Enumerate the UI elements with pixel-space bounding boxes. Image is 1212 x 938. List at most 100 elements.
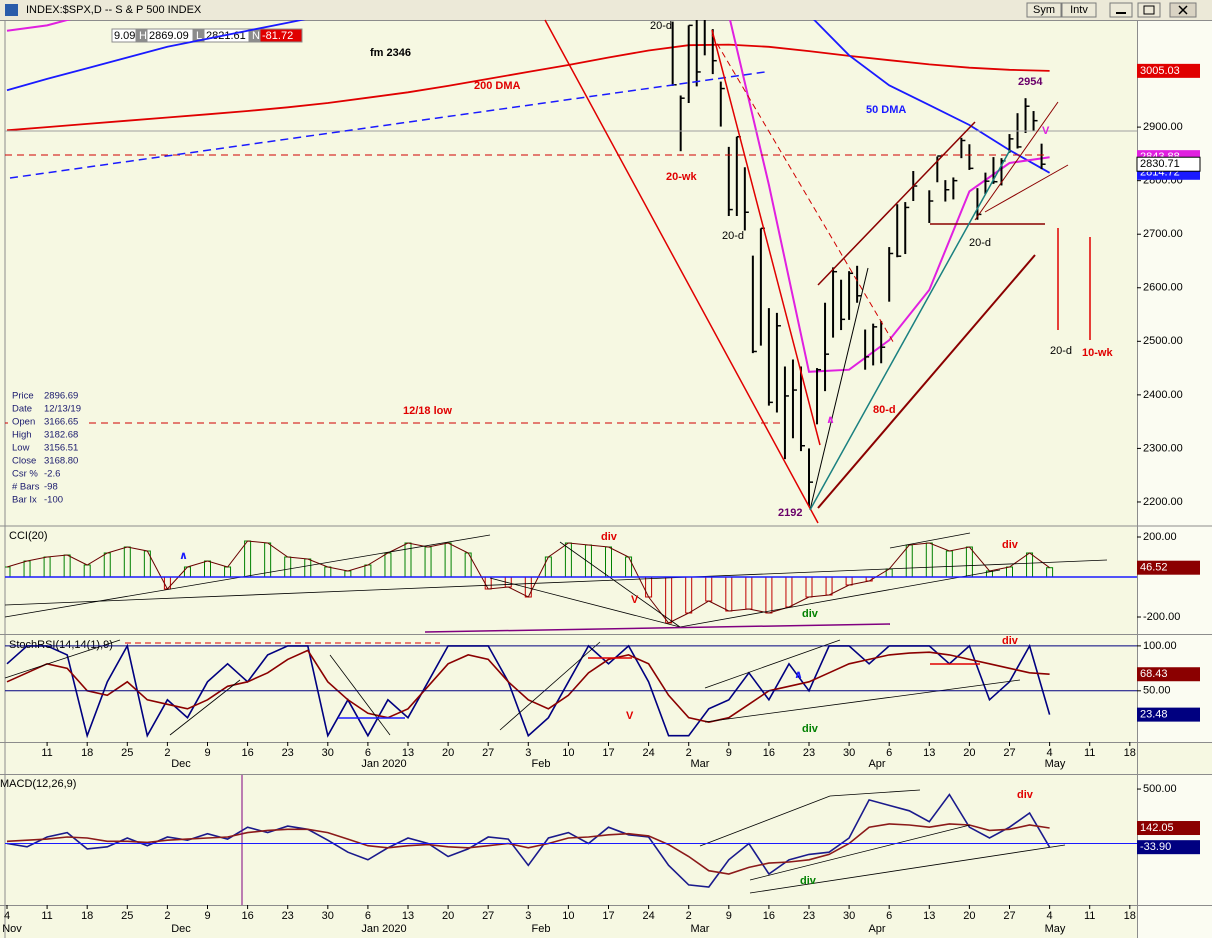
price-tag — [1137, 560, 1200, 575]
dashed-trend — [9, 71, 766, 179]
channel-line — [817, 254, 1036, 509]
trend-line — [809, 149, 1011, 511]
y-tick-label: 200.00 — [1143, 531, 1177, 543]
x-tick-label: 16 — [241, 747, 253, 759]
x-month-label: Jan 2020 — [361, 923, 406, 935]
annotation: ∧ — [794, 669, 803, 681]
stoch-trend — [499, 641, 601, 731]
maximize-icon — [1143, 5, 1155, 15]
y-tick-label: 2500.00 — [1143, 335, 1183, 347]
x-tick-label: 30 — [843, 910, 855, 922]
macd-trend — [749, 824, 971, 881]
quote-text: N — [252, 30, 260, 42]
last-price-label: 2830.71 — [1140, 158, 1180, 170]
quote-text: 2869.09 — [149, 30, 189, 42]
x-tick-label: 27 — [482, 910, 494, 922]
x-month-label: May — [1045, 758, 1066, 770]
x-tick-label: 17 — [602, 747, 614, 759]
x-month-label: May — [1045, 923, 1066, 935]
x-tick-label: 4 — [1047, 910, 1053, 922]
x-tick-label: 9 — [726, 747, 732, 759]
x-tick-label: 2 — [164, 747, 170, 759]
macd-trend — [749, 844, 1066, 894]
x-month-label: Apr — [868, 758, 885, 770]
trend-line — [809, 267, 869, 511]
price-tag — [1137, 707, 1200, 722]
trend-line — [544, 19, 819, 524]
intv-button-label[interactable]: Intv — [1070, 4, 1088, 16]
price-tag — [1137, 63, 1200, 78]
data-window-label: Csr % — [12, 469, 38, 480]
stoch-trend — [704, 679, 1021, 723]
quote-text: -81.72 — [262, 30, 293, 42]
indicator-line — [6, 649, 1050, 724]
x-month-label: Nov — [2, 923, 22, 935]
x-tick-label: 4 — [4, 910, 10, 922]
minimize-button[interactable] — [1109, 2, 1133, 18]
data-window-label: Date — [12, 404, 32, 415]
sym-button[interactable] — [1026, 2, 1062, 18]
annotation: div — [1002, 539, 1019, 551]
annotation: V — [626, 710, 634, 722]
close-icon — [1178, 5, 1188, 15]
x-tick-label: 30 — [322, 747, 334, 759]
x-tick-label: 3 — [525, 910, 531, 922]
stoch-trend — [329, 654, 391, 736]
annotation: 10-wk — [1082, 347, 1113, 359]
x-tick-label: 6 — [365, 910, 371, 922]
x-month-label: Dec — [171, 758, 191, 770]
annotation: 200 DMA — [474, 80, 521, 92]
x-tick-label: 23 — [803, 747, 815, 759]
cci-trend — [889, 532, 971, 549]
data-window-rows: Price 2896.69 Date 12/13/19 Open 3166.65 High 3… — [12, 391, 81, 506]
trend-lines — [4, 19, 1137, 905]
sym-button-label[interactable]: Sym — [1033, 4, 1055, 16]
x-tick-label: 18 — [81, 910, 93, 922]
trend-line — [711, 29, 821, 446]
data-window-value: -100 — [44, 495, 63, 506]
x-month-label: Apr — [868, 923, 885, 935]
quote-row: 9.09 H 2869.09 L 2821.61 N -81.72 — [111, 28, 303, 43]
x-month-label: Mar — [691, 923, 710, 935]
x-tick-label: 18 — [1124, 747, 1136, 759]
x-tick-label: 16 — [763, 747, 775, 759]
x-tick-label: 24 — [642, 747, 654, 759]
x-tick-label: 3 — [525, 747, 531, 759]
cci-trend — [489, 577, 681, 628]
x-tick-label: 10 — [562, 910, 574, 922]
y-tick-label: 2400.00 — [1143, 389, 1183, 401]
annotation: div — [601, 531, 618, 543]
moving-average — [6, 20, 1051, 174]
x-tick-label: 11 — [1084, 910, 1095, 922]
x-tick-label: 30 — [322, 910, 334, 922]
x-tick-label: 23 — [803, 910, 815, 922]
quote-text: H — [139, 30, 147, 42]
x-month-label: Mar — [691, 758, 710, 770]
panel-title: StochRSI(14,14(1),9) — [9, 639, 113, 651]
x-tick-label: 18 — [1124, 910, 1136, 922]
annotation: ∧ — [826, 414, 835, 426]
date-axis-area — [0, 742, 1212, 775]
x-tick-label: 11 — [41, 747, 52, 759]
x-tick-label: 23 — [282, 747, 294, 759]
annotation: 2192 — [778, 507, 802, 519]
x-tick-label: 27 — [1003, 910, 1015, 922]
annotation: div — [1017, 789, 1034, 801]
maximize-button[interactable] — [1137, 2, 1161, 18]
x-tick-label: 4 — [1047, 747, 1053, 759]
x-tick-label: 9 — [726, 910, 732, 922]
y-tick-label: 2700.00 — [1143, 228, 1183, 240]
y-tick-label: 2300.00 — [1143, 442, 1183, 454]
trend-line — [974, 101, 1059, 221]
annotation: 20-d — [722, 230, 744, 242]
intv-button[interactable] — [1061, 2, 1097, 18]
cci-trend — [679, 569, 1001, 628]
data-window-value: 3156.51 — [44, 443, 78, 454]
stoch-trend — [704, 639, 841, 689]
x-tick-label: 13 — [923, 747, 935, 759]
quote-text: 9.09 — [114, 30, 135, 42]
quote-box — [259, 28, 303, 43]
price-tag-label: 142.05 — [1140, 822, 1174, 834]
annotation: div — [802, 723, 819, 735]
